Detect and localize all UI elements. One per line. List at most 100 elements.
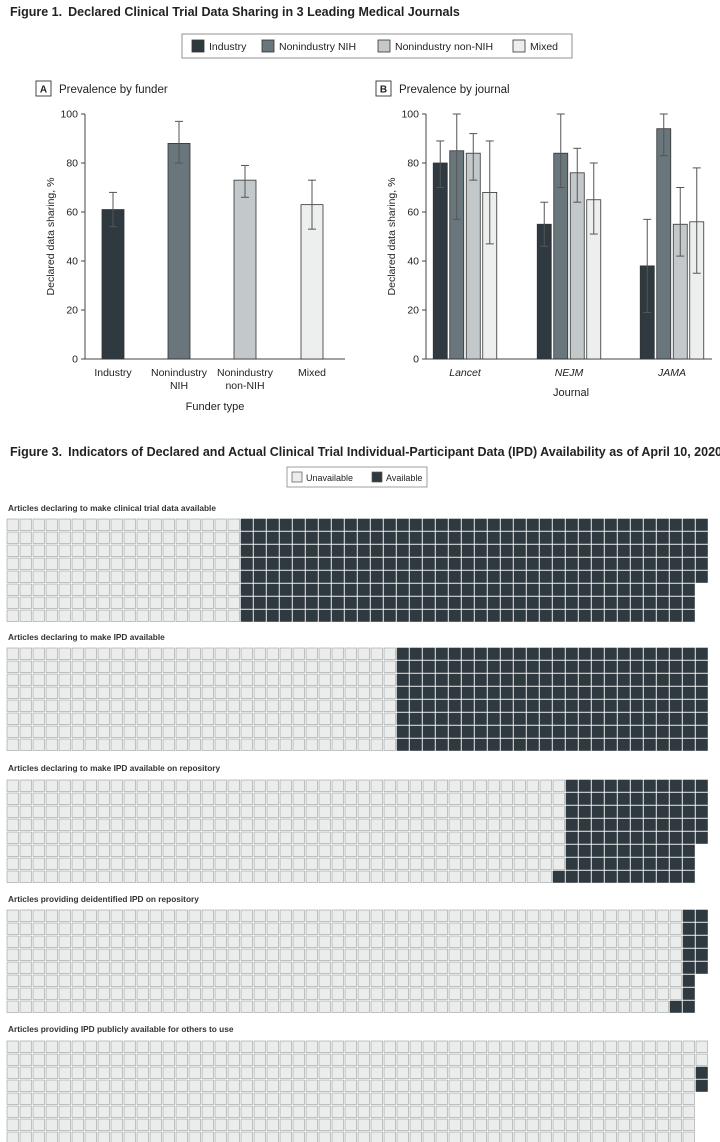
bar [167, 143, 191, 360]
waffle-cell-unavailable [513, 922, 526, 935]
waffle-cell-unavailable [110, 647, 123, 660]
waffle-cell-unavailable [84, 909, 97, 922]
waffle-cell-unavailable [344, 1105, 357, 1118]
waffle-cell-unavailable [578, 1040, 591, 1053]
x-tick-label: Nonindustry [151, 367, 208, 379]
waffle-cell-unavailable [110, 1079, 123, 1092]
waffle-cell-unavailable [357, 738, 370, 751]
waffle-cell-unavailable [370, 870, 383, 883]
waffle-cell-unavailable [6, 922, 19, 935]
waffle-cell-unavailable [344, 1066, 357, 1079]
waffle-cell-unavailable [71, 738, 84, 751]
waffle-cell-unavailable [188, 779, 201, 792]
waffle-cell-unavailable [45, 792, 58, 805]
waffle-cell-unavailable [58, 1040, 71, 1053]
waffle-cell-unavailable [682, 1131, 695, 1142]
waffle-cell-unavailable [370, 961, 383, 974]
waffle-cell-unavailable [188, 596, 201, 609]
waffle-cell-unavailable [344, 857, 357, 870]
waffle-cell-unavailable [240, 738, 253, 751]
waffle-cell-available [513, 712, 526, 725]
waffle-cell-available [292, 518, 305, 531]
waffle-cell-unavailable [188, 1040, 201, 1053]
waffle-cell-unavailable [175, 1079, 188, 1092]
waffle-cell-unavailable [305, 1040, 318, 1053]
waffle-cell-unavailable [318, 1040, 331, 1053]
legend-label: Unavailable [306, 473, 353, 483]
waffle-cell-unavailable [32, 725, 45, 738]
waffle-cell-unavailable [279, 1092, 292, 1105]
waffle-cell-unavailable [604, 1079, 617, 1092]
waffle-cell-unavailable [162, 935, 175, 948]
waffle-cell-unavailable [201, 544, 214, 557]
waffle-grid [6, 518, 708, 622]
waffle-cell-unavailable [630, 909, 643, 922]
waffle-cell-unavailable [305, 1053, 318, 1066]
waffle-cell-unavailable [305, 686, 318, 699]
waffle-cell-unavailable [253, 805, 266, 818]
waffle-cell-unavailable [279, 805, 292, 818]
waffle-cell-available [669, 531, 682, 544]
waffle-cell-available [695, 738, 708, 751]
waffle-cell-unavailable [201, 712, 214, 725]
waffle-cell-available [292, 596, 305, 609]
y-tick-label: 60 [66, 207, 78, 219]
waffle-grid [6, 647, 708, 751]
waffle-cell-unavailable [201, 1131, 214, 1142]
waffle-cell-available [396, 531, 409, 544]
waffle-cell-unavailable [604, 1131, 617, 1142]
waffle-cell-unavailable [461, 1066, 474, 1079]
waffle-cell-unavailable [630, 1131, 643, 1142]
waffle-cell-unavailable [526, 779, 539, 792]
waffle-cell-available [695, 792, 708, 805]
waffle-cell-unavailable [19, 518, 32, 531]
waffle-cell-unavailable [84, 1131, 97, 1142]
waffle-cell-available [526, 557, 539, 570]
waffle-cell-available [487, 609, 500, 622]
waffle-cell-available [682, 712, 695, 725]
waffle-cell-unavailable [266, 922, 279, 935]
waffle-cell-available [682, 557, 695, 570]
waffle-cell-available [318, 531, 331, 544]
waffle-cell-unavailable [58, 818, 71, 831]
waffle-cell-unavailable [344, 1079, 357, 1092]
waffle-cell-unavailable [500, 1079, 513, 1092]
waffle-cell-unavailable [448, 922, 461, 935]
waffle-cell-available [474, 557, 487, 570]
waffle-cell-available [526, 712, 539, 725]
waffle-cell-unavailable [162, 518, 175, 531]
waffle-cell-available [500, 557, 513, 570]
waffle-cell-available [305, 557, 318, 570]
waffle-cell-unavailable [409, 870, 422, 883]
waffle-cell-unavailable [188, 1079, 201, 1092]
x-axis-label: Funder type [186, 401, 245, 413]
waffle-cell-available [617, 647, 630, 660]
waffle-cell-available [591, 844, 604, 857]
waffle-cell-unavailable [162, 725, 175, 738]
waffle-cell-unavailable [487, 974, 500, 987]
waffle-cell-unavailable [97, 570, 110, 583]
waffle-cell-unavailable [58, 1000, 71, 1013]
waffle-cell-unavailable [58, 557, 71, 570]
waffle-cell-available [279, 583, 292, 596]
waffle-cell-available [513, 725, 526, 738]
waffle-cell-available [435, 660, 448, 673]
waffle-cell-available [630, 870, 643, 883]
waffle-cell-unavailable [110, 922, 123, 935]
waffle-cell-unavailable [279, 779, 292, 792]
waffle-cell-unavailable [136, 609, 149, 622]
waffle-cell-unavailable [214, 779, 227, 792]
waffle-cell-unavailable [97, 779, 110, 792]
waffle-cell-unavailable [6, 686, 19, 699]
waffle-cell-unavailable [201, 647, 214, 660]
waffle-cell-unavailable [19, 544, 32, 557]
waffle-cell-unavailable [409, 1040, 422, 1053]
waffle-cell-unavailable [396, 779, 409, 792]
waffle-cell-unavailable [110, 831, 123, 844]
waffle-cell-available [552, 712, 565, 725]
waffle-cell-available [539, 738, 552, 751]
waffle-cell-unavailable [357, 987, 370, 1000]
waffle-cell-available [305, 596, 318, 609]
waffle-cell-available [266, 583, 279, 596]
waffle-cell-available [370, 583, 383, 596]
